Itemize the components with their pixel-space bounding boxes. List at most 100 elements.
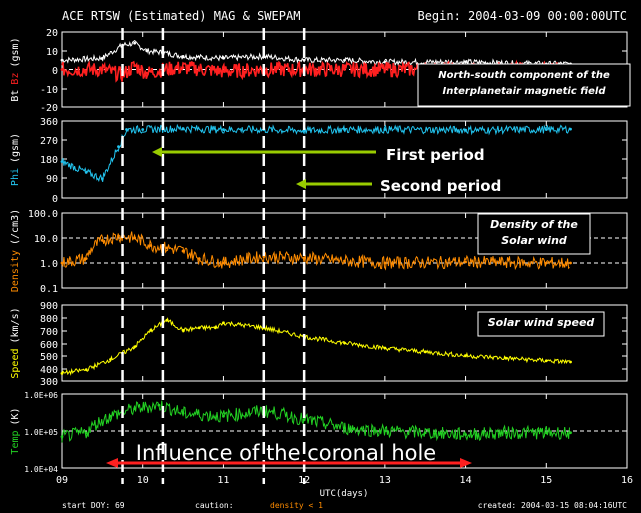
speed-annotation-box-frame (477, 311, 605, 337)
data-point-density (117, 234, 120, 238)
coronal-hole-arrow-head-right (460, 458, 472, 468)
data-point-phi (60, 160, 64, 164)
data-point-density (569, 261, 572, 265)
data-point-density (544, 261, 548, 265)
y-axis-label-part: Phi (10, 168, 21, 186)
data-point-speed (165, 318, 169, 322)
footer-created: created: 2004-03-15 08:04:16UTC (478, 501, 627, 510)
y-tick-label: 600 (40, 340, 58, 351)
data-point-phi (383, 128, 387, 131)
first-period-arrow-head (152, 147, 162, 157)
data-point-temp (569, 431, 572, 435)
y-tick-label: -10 (40, 85, 58, 96)
data-point-temp (343, 426, 346, 430)
data-point-temp (157, 403, 161, 407)
data-point-bt (60, 58, 64, 62)
data-point-speed (84, 368, 88, 371)
data-point-bz (100, 68, 104, 71)
data-point-phi (464, 128, 467, 132)
data-point-speed (222, 321, 225, 325)
data-point-bt (383, 60, 387, 64)
x-axis-label: UTC(days) (320, 489, 369, 499)
bz-annotation-box-text: Interplanetair magnetic field (442, 86, 606, 97)
y-tick-label: 400 (40, 365, 58, 376)
x-tick-label: 12 (298, 475, 310, 486)
data-point-bt (464, 60, 467, 64)
y-tick-label: 1.0E+04 (24, 465, 58, 474)
data-point-phi (125, 128, 128, 131)
y-tick-label: 700 (40, 327, 58, 338)
y-axis-label-part: (gsm) (10, 133, 21, 163)
data-point-speed (149, 328, 153, 332)
y-axis-label: Phi (gsm) (10, 133, 21, 186)
x-tick-label: 09 (56, 475, 68, 486)
data-point-temp (423, 431, 427, 435)
data-point-speed (383, 346, 387, 350)
data-point-speed (544, 359, 548, 363)
data-point-bt (145, 49, 149, 53)
data-point-bt (302, 58, 306, 62)
data-point-density (181, 249, 185, 253)
data-point-density (197, 257, 201, 260)
y-axis-label: Bt Bz (gsm) (10, 37, 21, 101)
x-tick-label: 16 (621, 475, 633, 486)
density-annotation-box-text: Solar wind (501, 234, 567, 247)
density-annotation-box-frame (477, 213, 591, 255)
y-axis-label: Density (/cm3) (10, 209, 21, 292)
data-point-bz (60, 68, 64, 71)
data-point-bt (100, 56, 104, 60)
y-tick-label: 0 (52, 66, 58, 77)
x-tick-label: 13 (379, 475, 391, 486)
data-point-bt (222, 56, 225, 60)
data-point-temp (133, 407, 137, 411)
y-axis-label-part: (/cm3) (10, 209, 21, 245)
data-point-density (222, 261, 225, 265)
y-tick-label: 1.0E+06 (24, 391, 58, 400)
y-axis-label-part: Bt (10, 90, 21, 102)
x-tick-label: 14 (460, 475, 472, 486)
bz-annotation-box-frame (417, 63, 631, 107)
data-point-density (149, 244, 153, 247)
y-tick-label: 1.0 (40, 259, 58, 270)
data-point-phi (117, 145, 120, 149)
data-point-speed (133, 345, 137, 349)
y-tick-label: 800 (40, 314, 58, 325)
footer-start-doy: start DOY: 69 (62, 501, 125, 510)
data-point-temp (84, 431, 88, 435)
y-tick-label: 360 (40, 117, 58, 128)
y-tick-label: 90 (46, 174, 58, 185)
data-point-phi (222, 128, 225, 131)
y-tick-label: 0.1 (40, 284, 58, 295)
panel-frame (61, 120, 628, 199)
y-tick-label: 1.0E+05 (24, 428, 58, 437)
x-tick-label: 10 (137, 475, 149, 486)
series-speed-line (61, 317, 570, 376)
second-period-label: Second period (380, 177, 501, 195)
y-tick-label: 100.0 (28, 209, 58, 220)
speed-annotation-box: Solar wind speed (477, 311, 605, 337)
coronal-hole-label: Influence of the coronal hole (136, 441, 436, 465)
footer-caution-label: caution: (195, 501, 234, 510)
data-point-speed (569, 360, 572, 364)
bz-annotation-box-text: North-south component of the (438, 70, 610, 81)
data-point-bz (383, 68, 387, 71)
data-point-density (84, 257, 88, 260)
data-point-phi (181, 127, 185, 130)
y-axis-label: Speed (km/s) (10, 307, 21, 378)
data-point-temp (181, 411, 185, 415)
data-point-temp (60, 435, 64, 439)
data-point-bz (343, 68, 346, 71)
x-tick-label: 11 (217, 475, 229, 486)
data-point-temp (544, 431, 548, 435)
y-tick-label: 20 (46, 28, 58, 39)
density-annotation-box: Density of the Solar wind (477, 213, 591, 255)
y-tick-label: -20 (40, 103, 58, 114)
data-point-temp (504, 431, 508, 435)
density-annotation-box-text: Density of the (490, 218, 578, 231)
data-point-speed (181, 328, 185, 332)
series-phi-line (61, 123, 570, 183)
data-point-density (60, 261, 64, 265)
data-point-phi (141, 128, 145, 131)
y-tick-label: 180 (40, 155, 58, 166)
data-point-speed (197, 326, 201, 330)
